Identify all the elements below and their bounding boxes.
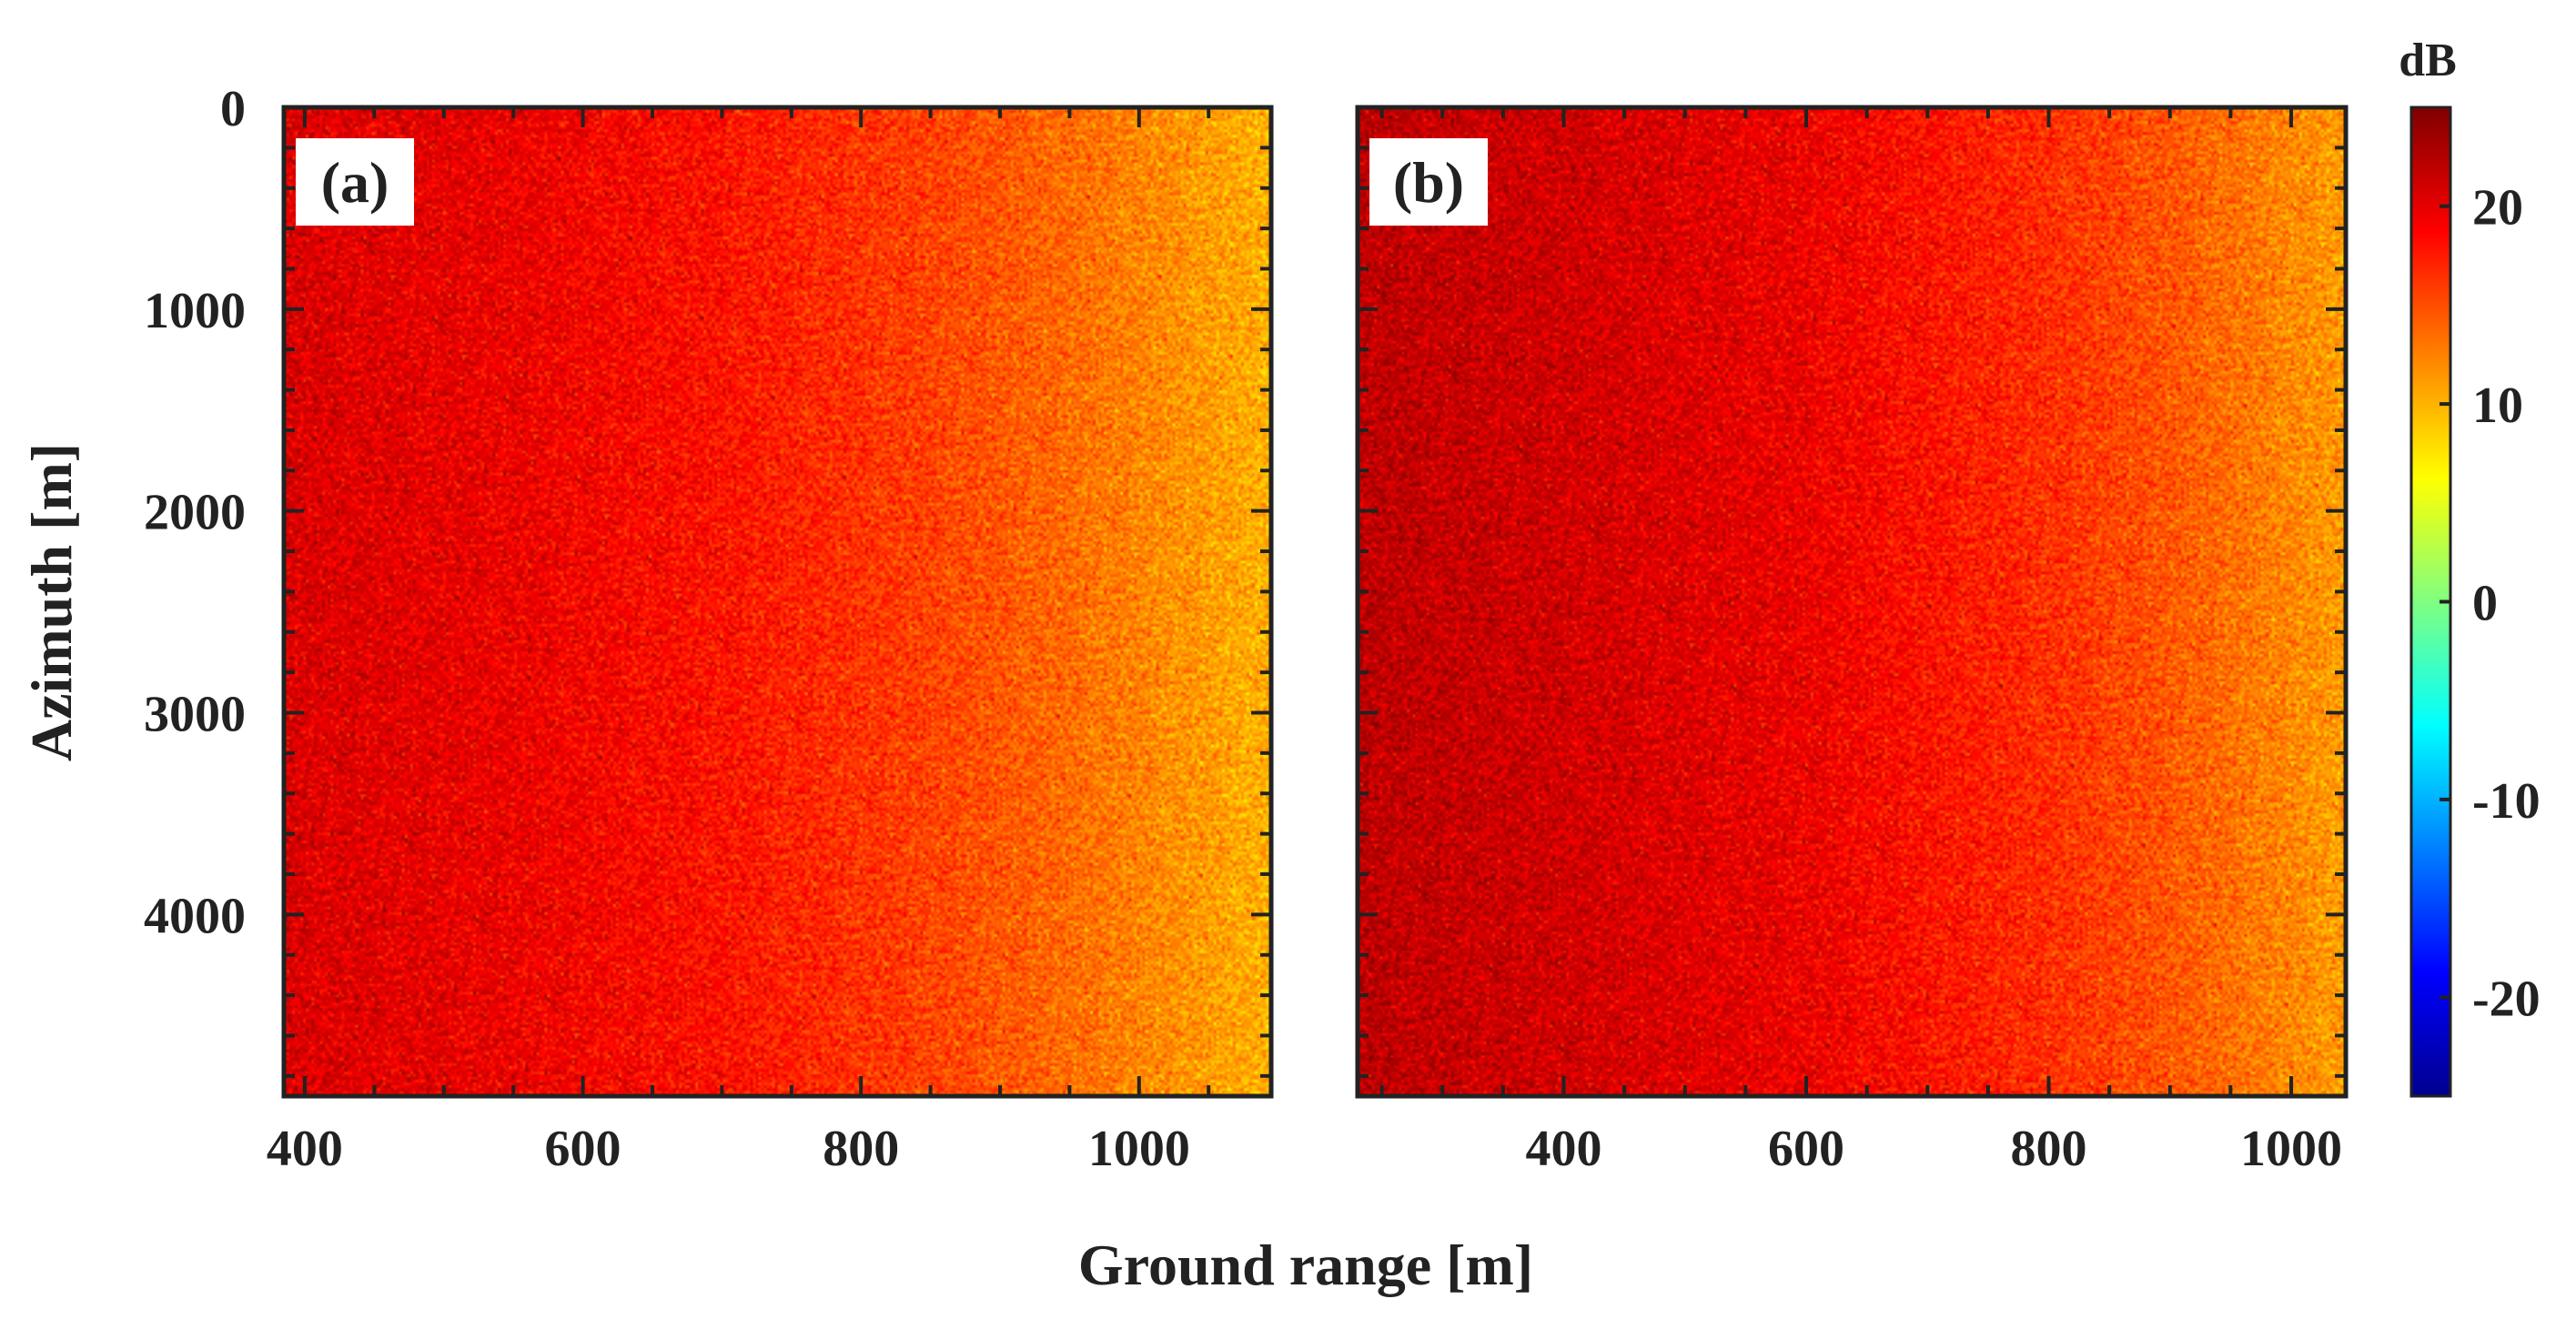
- colorbar-tick-label: 20: [2472, 180, 2523, 237]
- heatmap-image-a: [284, 107, 1271, 1096]
- x-tick-label-a: 600: [545, 1121, 621, 1177]
- colorbar-tick-label: 0: [2472, 576, 2498, 632]
- y-tick-label-a: 3000: [144, 687, 246, 743]
- x-tick-label-a: 400: [267, 1121, 343, 1177]
- panel-label-a: (a): [321, 150, 389, 215]
- x-tick-label-b: 400: [1526, 1121, 1602, 1177]
- x-tick-label-a: 1000: [1088, 1121, 1190, 1177]
- y-tick-label-a: 4000: [144, 888, 246, 944]
- colorbar-tick-label: -20: [2472, 971, 2541, 1027]
- y-tick-label-a: 2000: [144, 485, 246, 541]
- x-axis-title: Ground range [m]: [1078, 1233, 1533, 1297]
- colorbar-title: dB: [2399, 35, 2457, 86]
- ticks-b: 400 600 800 1000: [1358, 106, 2346, 1177]
- colorbar-ticks: -20 -10 0 10 20: [2440, 180, 2541, 1027]
- colorbar: dB -20 -10 0 10 20: [2399, 35, 2541, 1098]
- y-tick-label-a: 1000: [144, 283, 246, 339]
- x-tick-label-b: 800: [2011, 1121, 2087, 1177]
- y-tick-label-a: 0: [220, 81, 246, 137]
- plot-frame-a: [281, 105, 1274, 1099]
- x-tick-label-b: 1000: [2240, 1121, 2342, 1177]
- heatmap-image-b: [1358, 107, 2346, 1096]
- colorbar-tick-label: -10: [2472, 773, 2541, 830]
- x-tick-label-b: 600: [1768, 1121, 1844, 1177]
- plot-frame-b: [1355, 105, 2349, 1099]
- panel-label-b: (b): [1393, 150, 1464, 215]
- y-axis-title: Azimuth [m]: [19, 443, 84, 761]
- colorbar-tick-label: 10: [2472, 378, 2523, 434]
- panel-label-box-b: [1369, 138, 1488, 226]
- ticks-a: 400 600 800 1000 0 1000 2000 3000 4000: [144, 81, 1271, 1177]
- panel-label-box-a: [296, 138, 414, 226]
- panel-b: 400 600 800 1000 (b): [1355, 105, 2349, 1177]
- x-tick-label-a: 800: [823, 1121, 899, 1177]
- panel-a: 400 600 800 1000 0 1000 2000 3000 4000 (a): [144, 81, 1274, 1177]
